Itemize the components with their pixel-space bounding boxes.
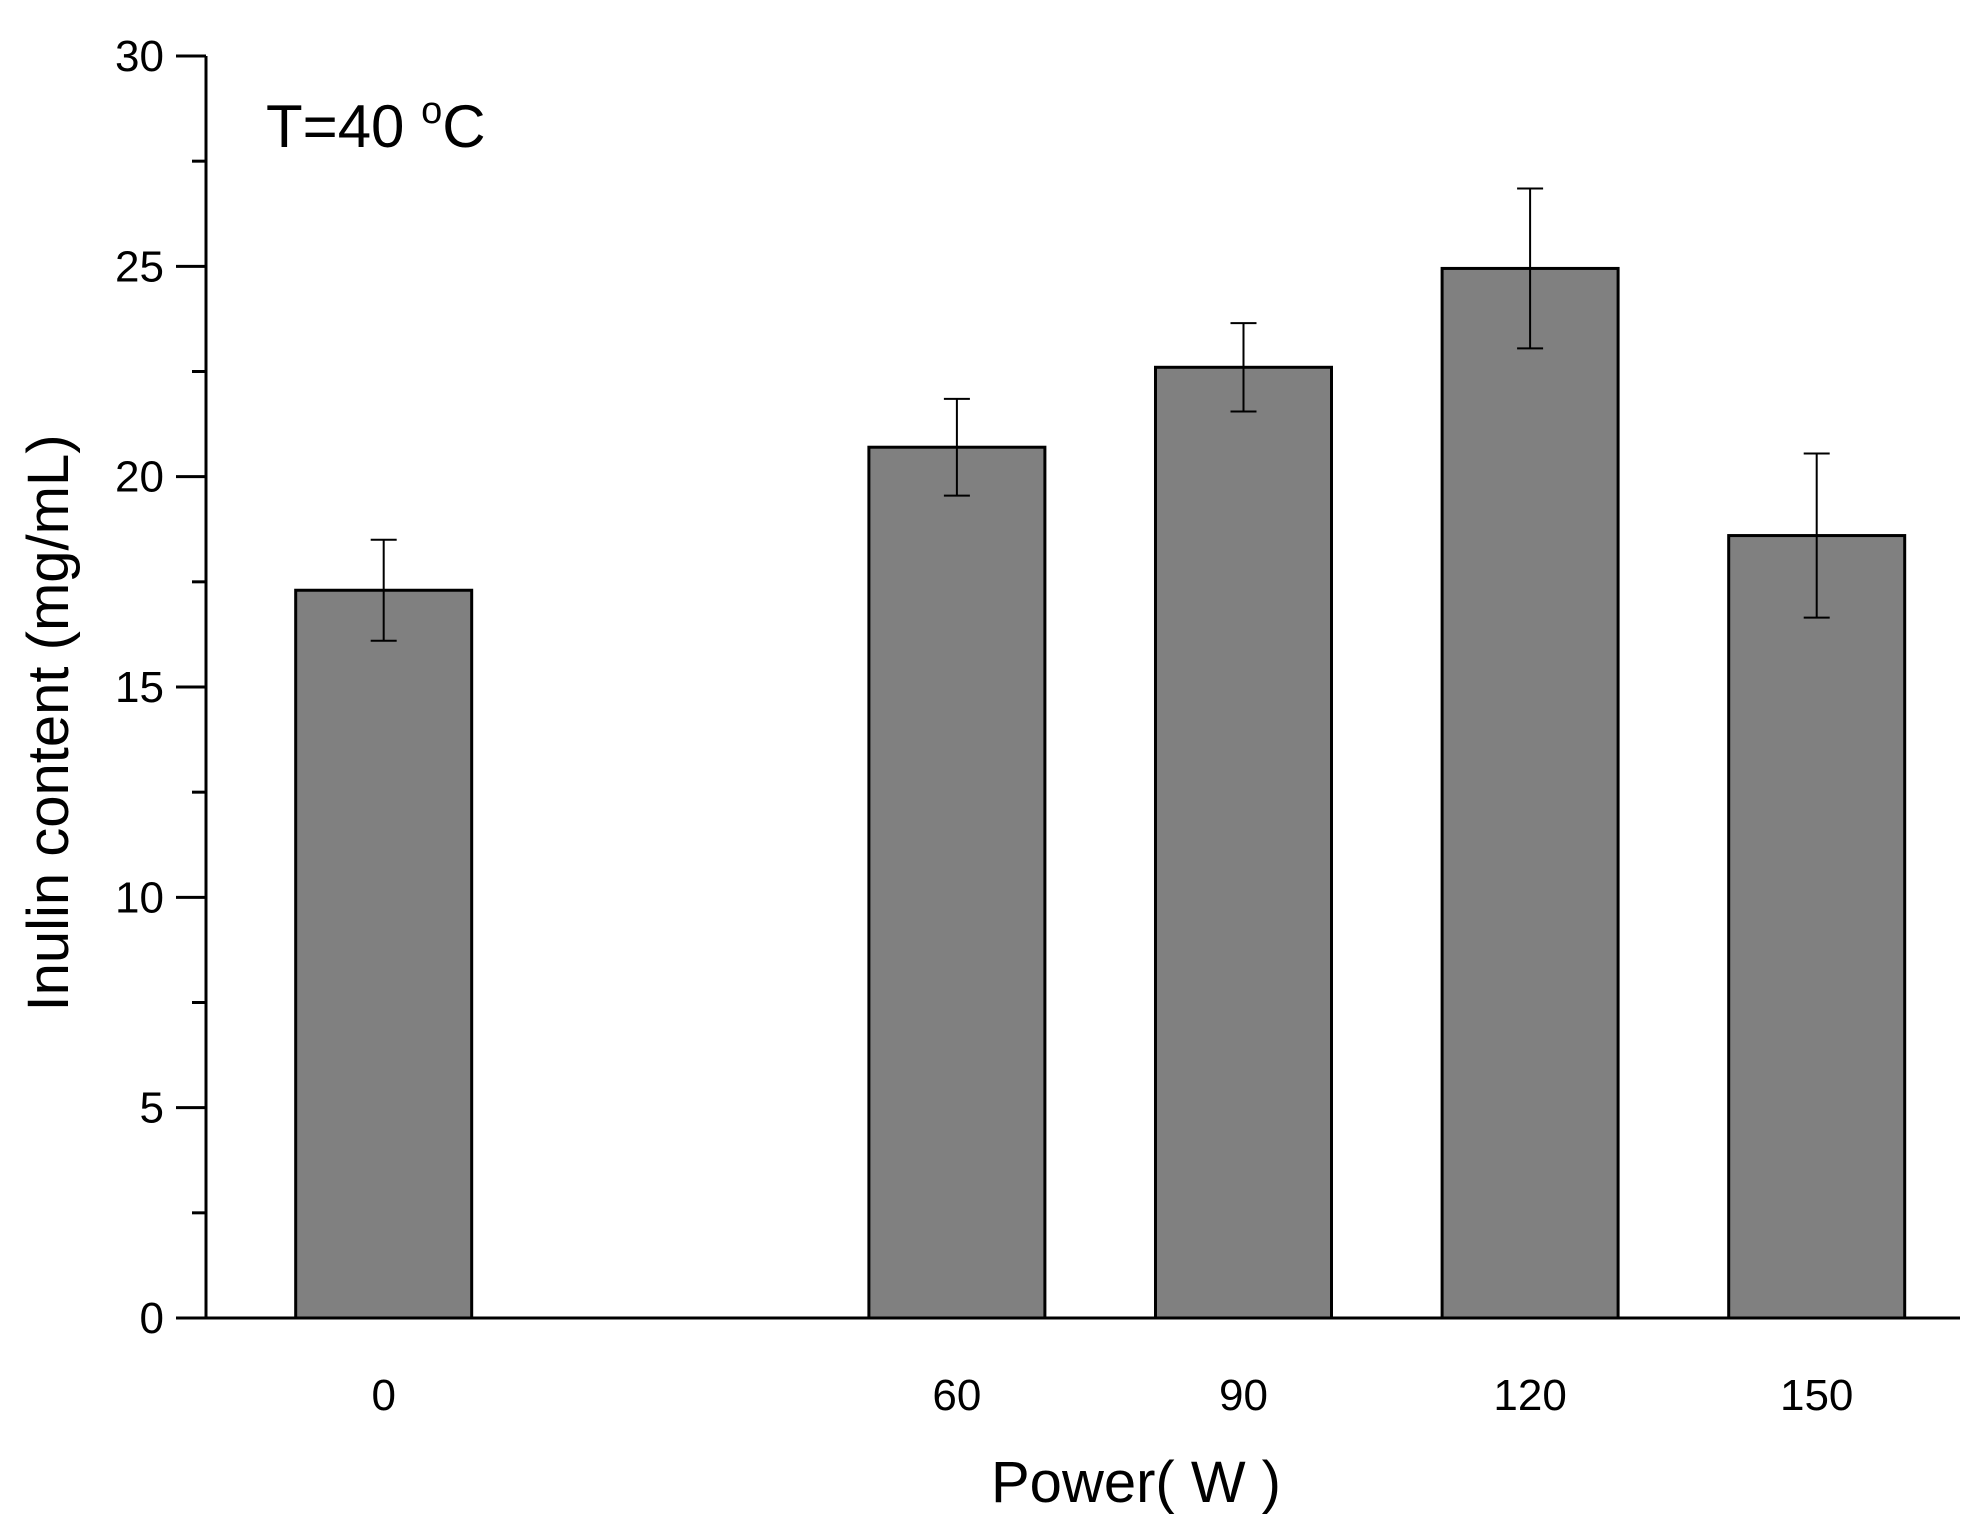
y-tick-label: 0 bbox=[140, 1294, 164, 1343]
x-tick-label: 150 bbox=[1780, 1371, 1853, 1420]
y-tick-label: 5 bbox=[140, 1084, 164, 1133]
y-tick-label: 20 bbox=[115, 453, 164, 502]
bars-layer bbox=[294, 266, 1907, 1320]
x-tick-label: 120 bbox=[1493, 1371, 1566, 1420]
bar-0 bbox=[294, 588, 474, 1320]
bar-150 bbox=[1727, 534, 1907, 1320]
x-axis-title: Power( W ) bbox=[991, 1450, 1281, 1515]
y-tick-label: 10 bbox=[115, 873, 164, 922]
tick-labels-layer: 0 5 10 15 20 25 30 0 60 90 120 150 bbox=[115, 32, 1853, 1420]
x-tick-label: 60 bbox=[932, 1371, 981, 1420]
x-tick-label: 90 bbox=[1219, 1371, 1268, 1420]
bar-90 bbox=[1153, 365, 1333, 1320]
annotation-unit: C bbox=[442, 93, 485, 160]
error-bar-120 bbox=[1517, 187, 1544, 350]
bar-60 bbox=[867, 445, 1047, 1320]
error-bars-layer bbox=[370, 187, 1830, 642]
error-bar-90 bbox=[1230, 322, 1257, 413]
bar-120 bbox=[1440, 266, 1620, 1320]
annotation-degree-superscript: o bbox=[421, 90, 442, 132]
annotation-prefix: T=40 bbox=[266, 93, 421, 160]
y-tick-label: 25 bbox=[115, 242, 164, 291]
y-axis-title: Inulin content (mg/mL) bbox=[16, 434, 81, 1011]
error-bar-0 bbox=[370, 538, 397, 642]
error-bar-150 bbox=[1803, 452, 1830, 619]
y-tick-label: 30 bbox=[115, 32, 164, 81]
axes-layer bbox=[176, 54, 1960, 1320]
x-tick-label: 0 bbox=[371, 1371, 395, 1420]
y-tick-label: 15 bbox=[115, 663, 164, 712]
error-bar-60 bbox=[943, 397, 970, 497]
temperature-annotation: T=40 oC bbox=[266, 90, 486, 160]
